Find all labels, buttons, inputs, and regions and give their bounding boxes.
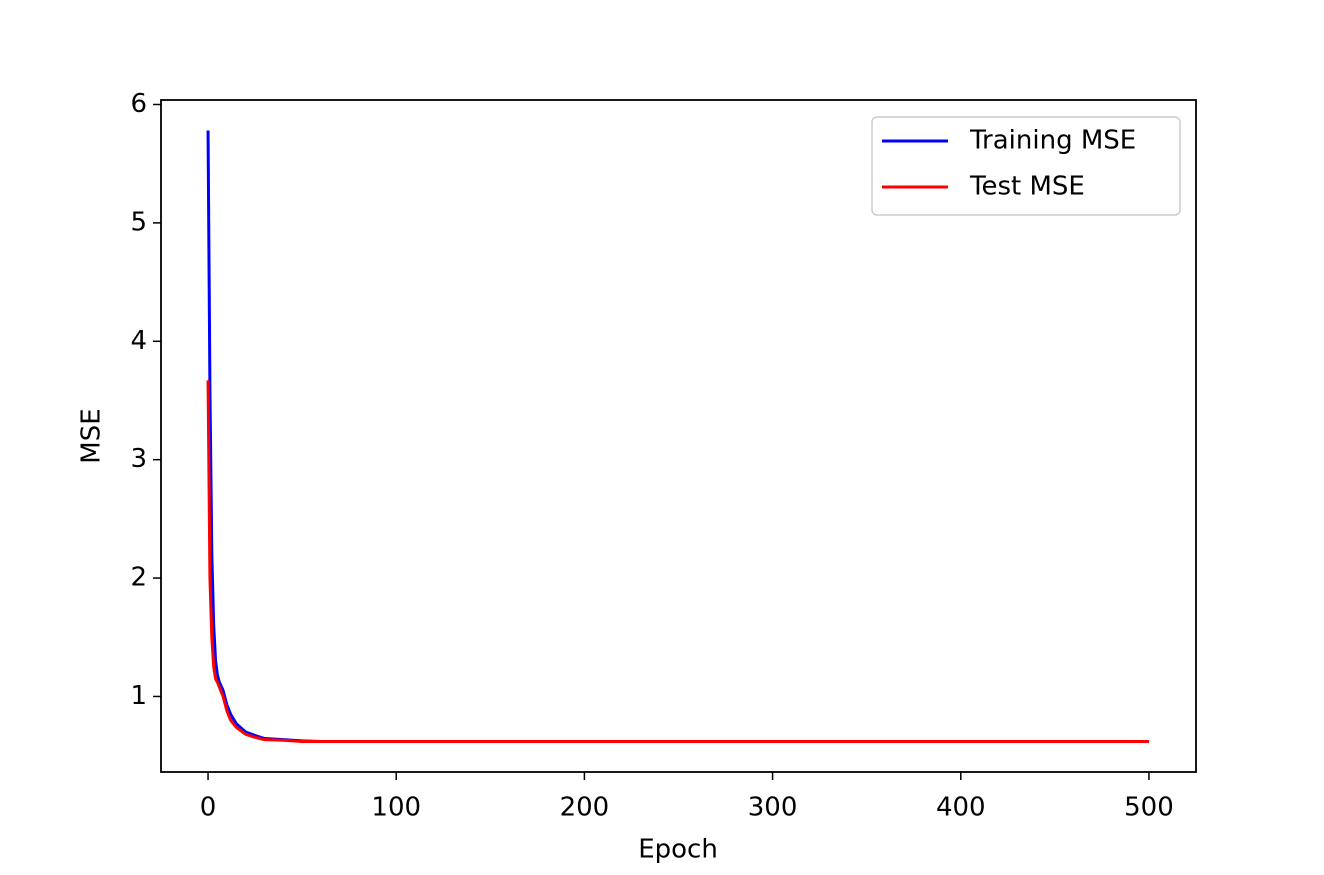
legend-label: Test MSE bbox=[969, 172, 1085, 202]
y-tick-label: 4 bbox=[130, 326, 147, 356]
y-tick-label: 2 bbox=[130, 563, 147, 593]
x-tick-label: 100 bbox=[371, 793, 421, 823]
y-axis-label: MSE bbox=[77, 408, 107, 463]
legend-label: Training MSE bbox=[969, 126, 1136, 156]
x-tick-label: 400 bbox=[936, 793, 986, 823]
x-tick-label: 200 bbox=[560, 793, 610, 823]
x-tick-label: 500 bbox=[1124, 793, 1174, 823]
x-tick-label: 0 bbox=[200, 793, 217, 823]
y-tick-label: 6 bbox=[130, 89, 147, 119]
line-series bbox=[206, 130, 1149, 743]
y-tick-label: 3 bbox=[130, 444, 147, 474]
x-axis-label: Epoch bbox=[638, 835, 718, 865]
y-tick-label: 1 bbox=[130, 681, 147, 711]
line-series bbox=[206, 380, 1149, 743]
x-tick-label: 300 bbox=[748, 793, 798, 823]
y-tick-label: 5 bbox=[130, 207, 147, 237]
plot-frame bbox=[160, 99, 1197, 773]
legend-box bbox=[871, 116, 1181, 216]
